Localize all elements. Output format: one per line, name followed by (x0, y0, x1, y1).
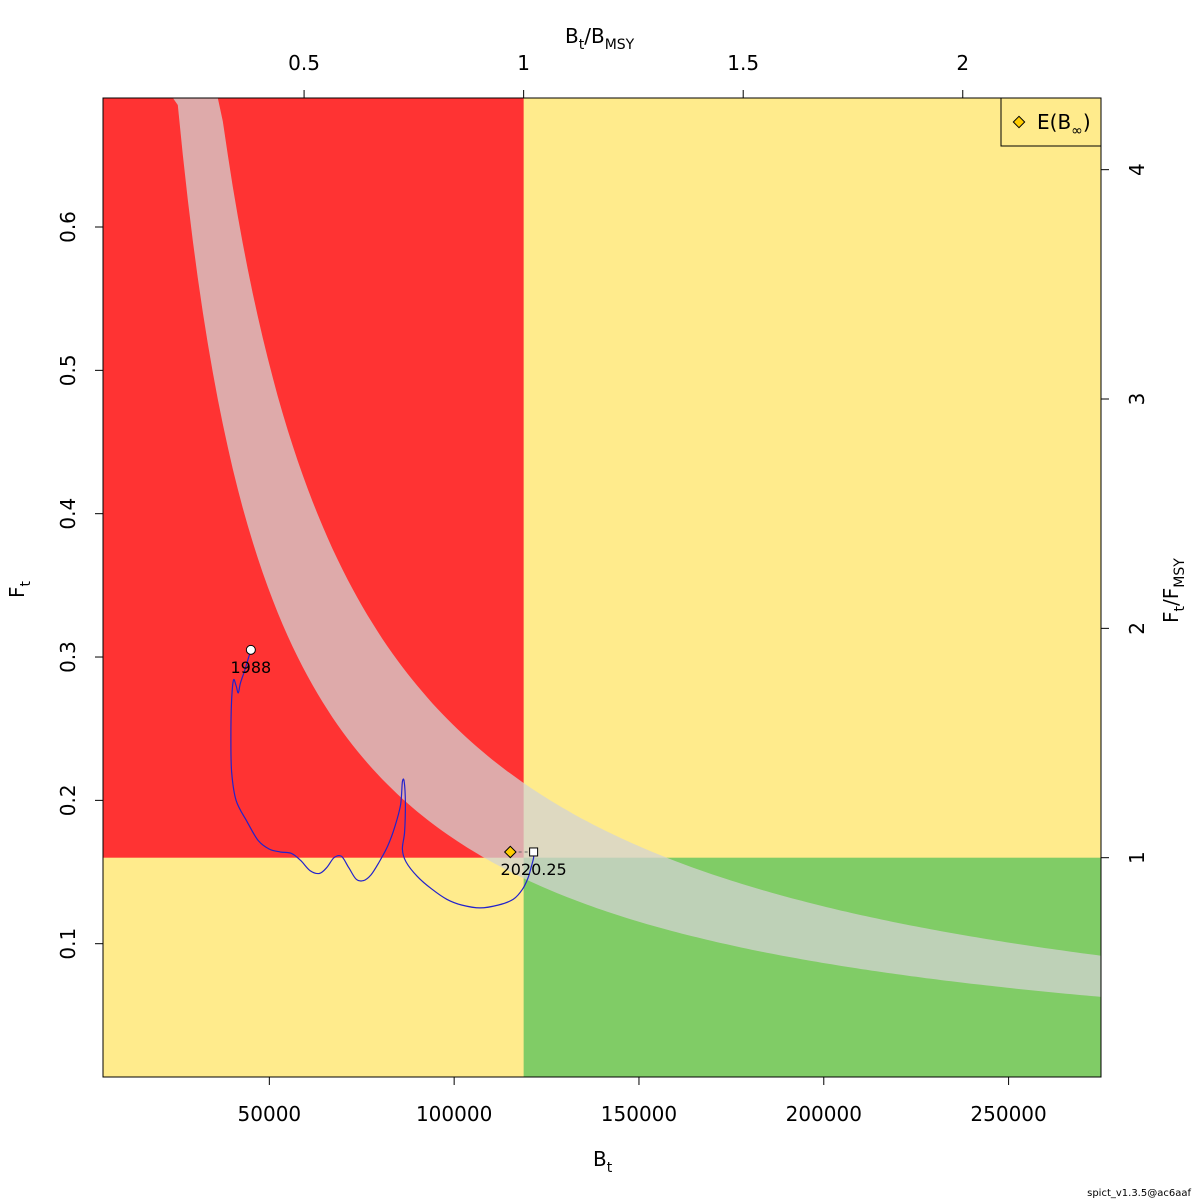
y-tick-label: 0.1 (56, 928, 80, 960)
x-tick-label: 250000 (970, 1102, 1046, 1126)
top-tick-label: 0.5 (288, 51, 320, 75)
x-tick-label: 50000 (238, 1102, 302, 1126)
x-tick-label: 100000 (416, 1102, 492, 1126)
marker-equilibrium (503, 845, 517, 859)
x-tick-label: 200000 (786, 1102, 862, 1126)
status-regions (103, 98, 1101, 1077)
right-tick-label: 3 (1125, 393, 1149, 406)
right-tick-label: 1 (1125, 851, 1149, 864)
plot-frame (102, 97, 1102, 1078)
right-tick-label: 4 (1125, 163, 1149, 176)
y-tick-label: 0.3 (56, 641, 80, 673)
x-axis-label: Bt (593, 1147, 613, 1176)
legend-box (1000, 97, 1102, 147)
y-axis-label: Ft (5, 580, 34, 598)
legend: E(B∞) (1000, 97, 1102, 147)
right-tick-label: 2 (1125, 622, 1149, 635)
right-axis-label: Ft/FMSY (1159, 558, 1188, 623)
marker-start (245, 644, 256, 655)
y-tick-label: 0.6 (56, 211, 80, 243)
x-tick-label: 150000 (601, 1102, 677, 1126)
axes-layer: 50000 100000 150000 200000 250000 0.1 0.2 0.3 0.… (56, 51, 1149, 1126)
version-footer: spict_v1.3.5@ac6aaf (1087, 1188, 1191, 1199)
top-tick-label: 1 (517, 51, 530, 75)
top-axis-label: Bt/BMSY (565, 24, 635, 53)
y-tick-label: 0.2 (56, 784, 80, 816)
label-end: 2020.25 (501, 860, 567, 879)
legend-diamond-marker (1012, 115, 1026, 129)
y-tick-label: 0.5 (56, 354, 80, 386)
marker-end (529, 847, 539, 857)
top-tick-label: 2 (956, 51, 969, 75)
trajectory-line (230, 649, 535, 909)
label-start: 1988 (230, 658, 271, 677)
legend-label: E(B∞) (1037, 110, 1091, 139)
msy-catch-band (103, 98, 1101, 997)
markers-layer: 1988 2020.25 (230, 644, 567, 879)
y-tick-label: 0.4 (56, 498, 80, 530)
top-tick-label: 1.5 (727, 51, 759, 75)
